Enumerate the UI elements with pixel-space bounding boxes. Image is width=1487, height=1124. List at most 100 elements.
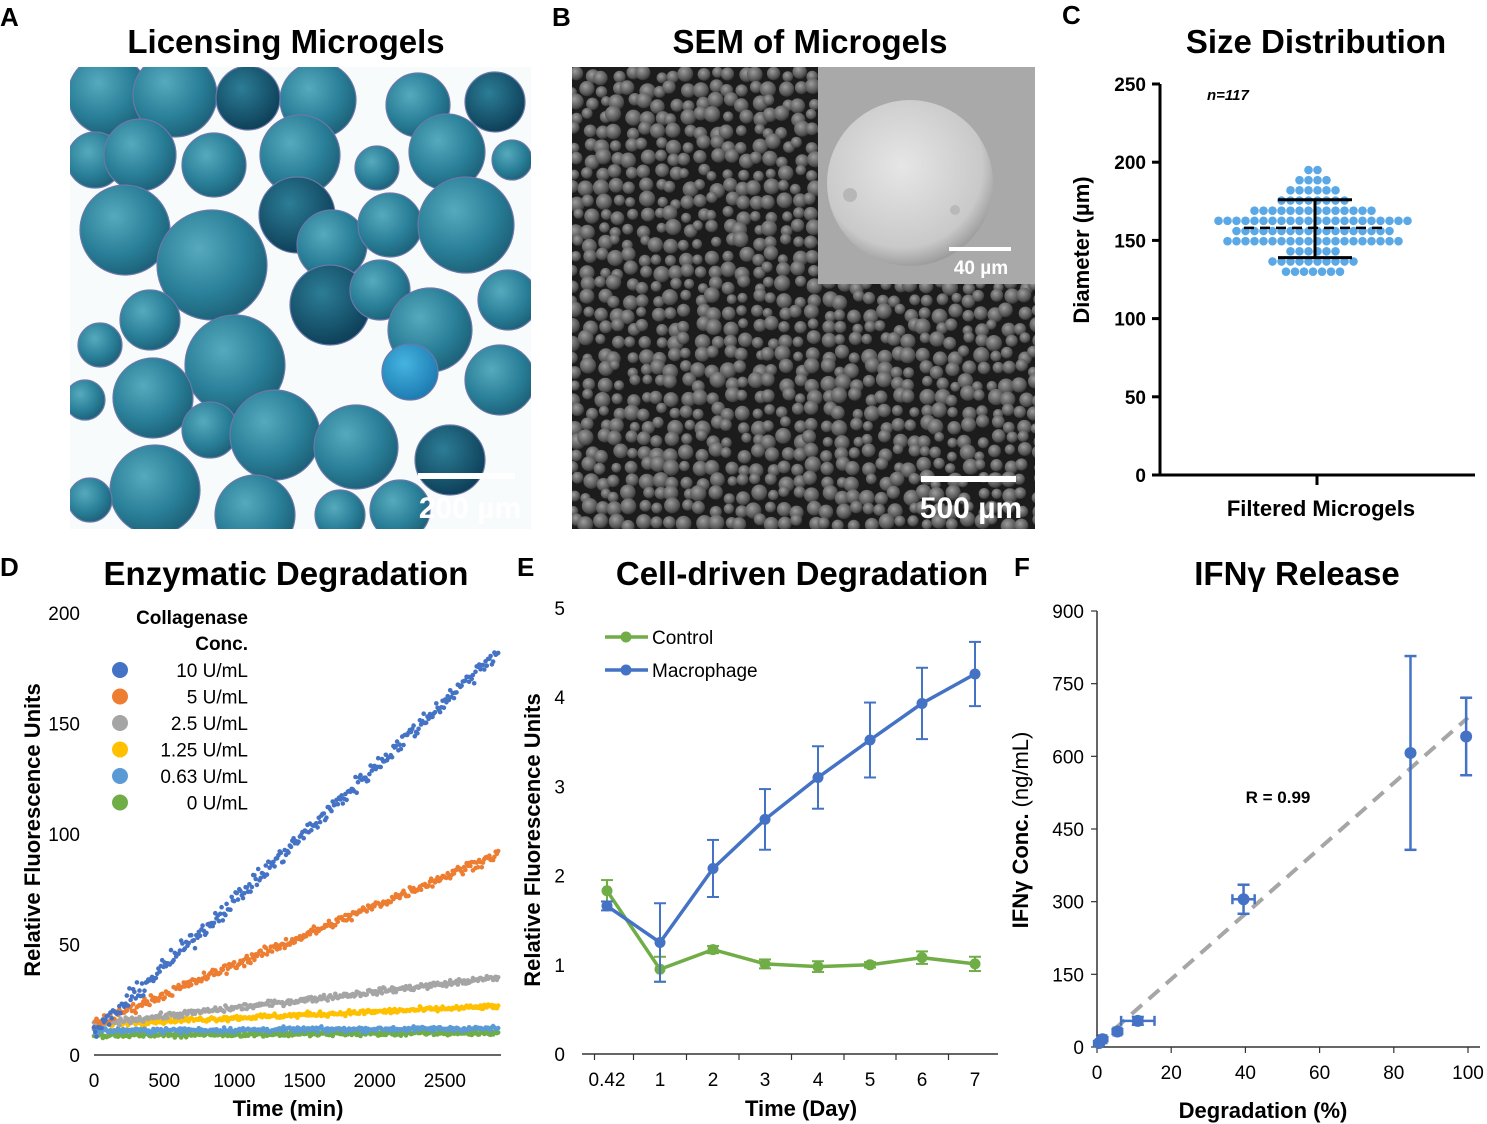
chart-e-point bbox=[969, 958, 981, 970]
sem-particle bbox=[656, 222, 667, 233]
sem-particle bbox=[706, 171, 717, 181]
sem-particle bbox=[960, 385, 976, 401]
chart-c-point bbox=[1286, 186, 1295, 195]
sem-particle bbox=[876, 303, 892, 319]
sem-particle bbox=[777, 254, 789, 265]
chart-d-point bbox=[99, 1025, 104, 1031]
sem-particle bbox=[776, 293, 792, 309]
sem-particle bbox=[763, 245, 779, 261]
sem-particle bbox=[719, 362, 737, 379]
chart-d-point bbox=[189, 932, 194, 938]
chart-d-point bbox=[365, 778, 371, 783]
chart-e-legend-marker bbox=[620, 631, 632, 643]
sem-particle bbox=[583, 306, 595, 318]
sem-particle bbox=[768, 489, 779, 501]
sem-particle bbox=[573, 208, 584, 219]
sem-particle bbox=[903, 367, 915, 379]
sem-particle bbox=[693, 150, 707, 164]
chart-d-point bbox=[446, 697, 452, 703]
sem-particle bbox=[734, 405, 750, 421]
chart-d-point bbox=[389, 754, 395, 760]
microgel-bead bbox=[215, 67, 281, 131]
sem-particle bbox=[760, 372, 775, 387]
chart-d-point bbox=[495, 1025, 501, 1031]
chart-d-point bbox=[495, 975, 501, 980]
sem-particle bbox=[1000, 346, 1013, 359]
chart-d-point bbox=[234, 1013, 239, 1019]
sem-particle bbox=[776, 156, 788, 169]
sem-particle bbox=[775, 427, 792, 444]
sem-particle bbox=[656, 337, 668, 349]
sem-particle bbox=[738, 465, 750, 477]
chart-d-point bbox=[398, 746, 404, 752]
chart-d-point bbox=[335, 801, 341, 807]
sem-particle bbox=[1004, 288, 1020, 304]
sem-particle bbox=[927, 418, 944, 435]
sem-particle bbox=[572, 280, 579, 294]
sem-particle bbox=[723, 111, 734, 122]
chart-e-point bbox=[707, 944, 719, 956]
sem-particle bbox=[572, 264, 578, 277]
sem-particle bbox=[738, 318, 749, 329]
chart-d-point bbox=[475, 864, 481, 870]
chart-f-y-tick-label: 750 bbox=[1052, 675, 1084, 696]
sem-particle bbox=[572, 471, 584, 484]
sem-particle bbox=[977, 437, 989, 449]
sem-particle bbox=[593, 70, 608, 86]
sem-particle bbox=[720, 261, 736, 278]
sem-particle bbox=[679, 460, 690, 472]
sem-particle bbox=[961, 294, 976, 309]
sem-particle bbox=[976, 414, 990, 428]
chart-d-point bbox=[317, 819, 323, 825]
sem-particle bbox=[643, 486, 655, 499]
sem-particle bbox=[694, 346, 710, 362]
chart-d-legend-marker bbox=[112, 715, 128, 731]
chart-d-point bbox=[411, 723, 416, 728]
sem-particle bbox=[903, 489, 920, 506]
chart-e-ylabel: Relative Fluorescence Units bbox=[520, 693, 545, 986]
sem-particle bbox=[947, 451, 957, 462]
sem-particle bbox=[736, 473, 749, 486]
sem-particle bbox=[809, 99, 821, 111]
sem-particle bbox=[680, 360, 692, 372]
sem-particle bbox=[793, 236, 805, 248]
sem-particle bbox=[595, 193, 613, 210]
sem-particle bbox=[751, 484, 768, 501]
sem-particle bbox=[692, 254, 703, 265]
chart-c-point bbox=[1376, 216, 1385, 226]
sem-particle bbox=[581, 167, 593, 179]
chart-d-point bbox=[228, 907, 233, 912]
chart-c-point bbox=[1331, 247, 1340, 256]
sem-particle bbox=[782, 211, 793, 222]
chart-d-point bbox=[478, 667, 483, 672]
chart-c-point bbox=[1286, 206, 1295, 215]
sem-particle bbox=[577, 180, 594, 197]
sem-particle bbox=[834, 490, 850, 506]
sem-particle bbox=[679, 347, 691, 359]
sem-particle bbox=[834, 344, 850, 359]
sem-particle bbox=[707, 91, 724, 108]
chart-e-point bbox=[601, 900, 613, 912]
chart-f: 0 150 300 450 600 750 900 0 20 40 60 80 100 bbox=[1052, 602, 1484, 1084]
sem-particle bbox=[711, 336, 725, 349]
chart-d-point bbox=[242, 890, 247, 896]
chart-c-point bbox=[1322, 236, 1331, 246]
sem-particle bbox=[583, 249, 597, 263]
sem-particle bbox=[760, 347, 775, 361]
sem-particle bbox=[764, 292, 776, 304]
chart-d-point bbox=[283, 936, 289, 942]
sem-particle bbox=[653, 266, 670, 283]
sem-particle bbox=[891, 418, 905, 432]
sem-particle bbox=[664, 113, 677, 126]
sem-particle bbox=[708, 441, 724, 457]
sem-particle bbox=[780, 233, 792, 245]
sem-particle bbox=[1013, 323, 1027, 336]
sem-particle bbox=[581, 498, 598, 514]
sem-particle bbox=[986, 380, 998, 392]
chart-d-point bbox=[176, 1015, 181, 1020]
chart-d-point bbox=[492, 854, 497, 860]
sem-particle bbox=[572, 234, 584, 246]
sem-particle bbox=[803, 400, 819, 415]
sem-particle bbox=[988, 444, 1001, 458]
sem-particle bbox=[583, 124, 597, 138]
